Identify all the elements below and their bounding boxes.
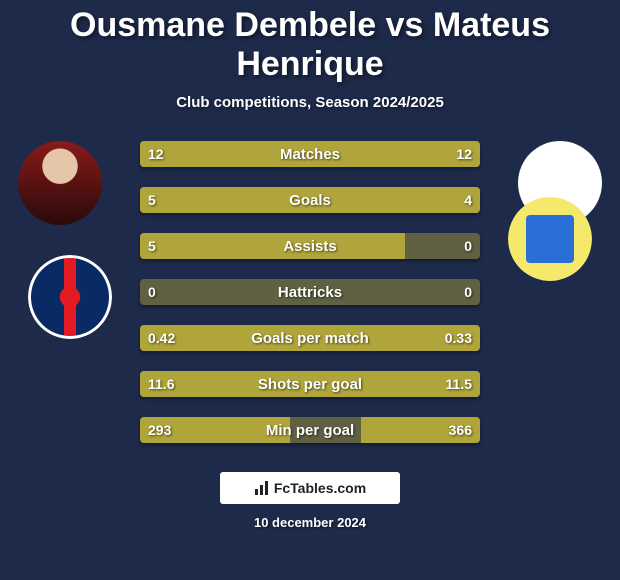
stat-bars: 1212Matches 54Goals 50Assists 00Hattricks 0.… [140, 141, 480, 463]
stat-label: Goals per match [140, 325, 480, 351]
club-right-crest [508, 197, 592, 281]
stat-label: Shots per goal [140, 371, 480, 397]
stat-label: Assists [140, 233, 480, 259]
page-subtitle: Club competitions, Season 2024/2025 [0, 94, 620, 111]
stat-label: Hattricks [140, 279, 480, 305]
club-left-crest [28, 255, 112, 339]
player-left-avatar [18, 141, 102, 225]
psg-crest-icon [28, 255, 112, 339]
club-crest-icon [508, 197, 592, 281]
stat-label: Min per goal [140, 417, 480, 443]
stat-row: 293366Min per goal [140, 417, 480, 443]
stat-row: 1212Matches [140, 141, 480, 167]
footer-date: 10 december 2024 [254, 515, 366, 530]
stat-label: Goals [140, 187, 480, 213]
stat-label: Matches [140, 141, 480, 167]
stat-row: 54Goals [140, 187, 480, 213]
footer-brand-text: FcTables.com [274, 480, 366, 496]
avatar-placeholder-icon [18, 141, 102, 225]
page-title: Ousmane Dembele vs Mateus Henrique [0, 0, 620, 84]
stat-row: 0.420.33Goals per match [140, 325, 480, 351]
stat-row: 50Assists [140, 233, 480, 259]
footer-brand-badge[interactable]: FcTables.com [220, 472, 400, 504]
chart-icon [254, 480, 270, 496]
stat-row: 00Hattricks [140, 279, 480, 305]
stat-row: 11.611.5Shots per goal [140, 371, 480, 397]
